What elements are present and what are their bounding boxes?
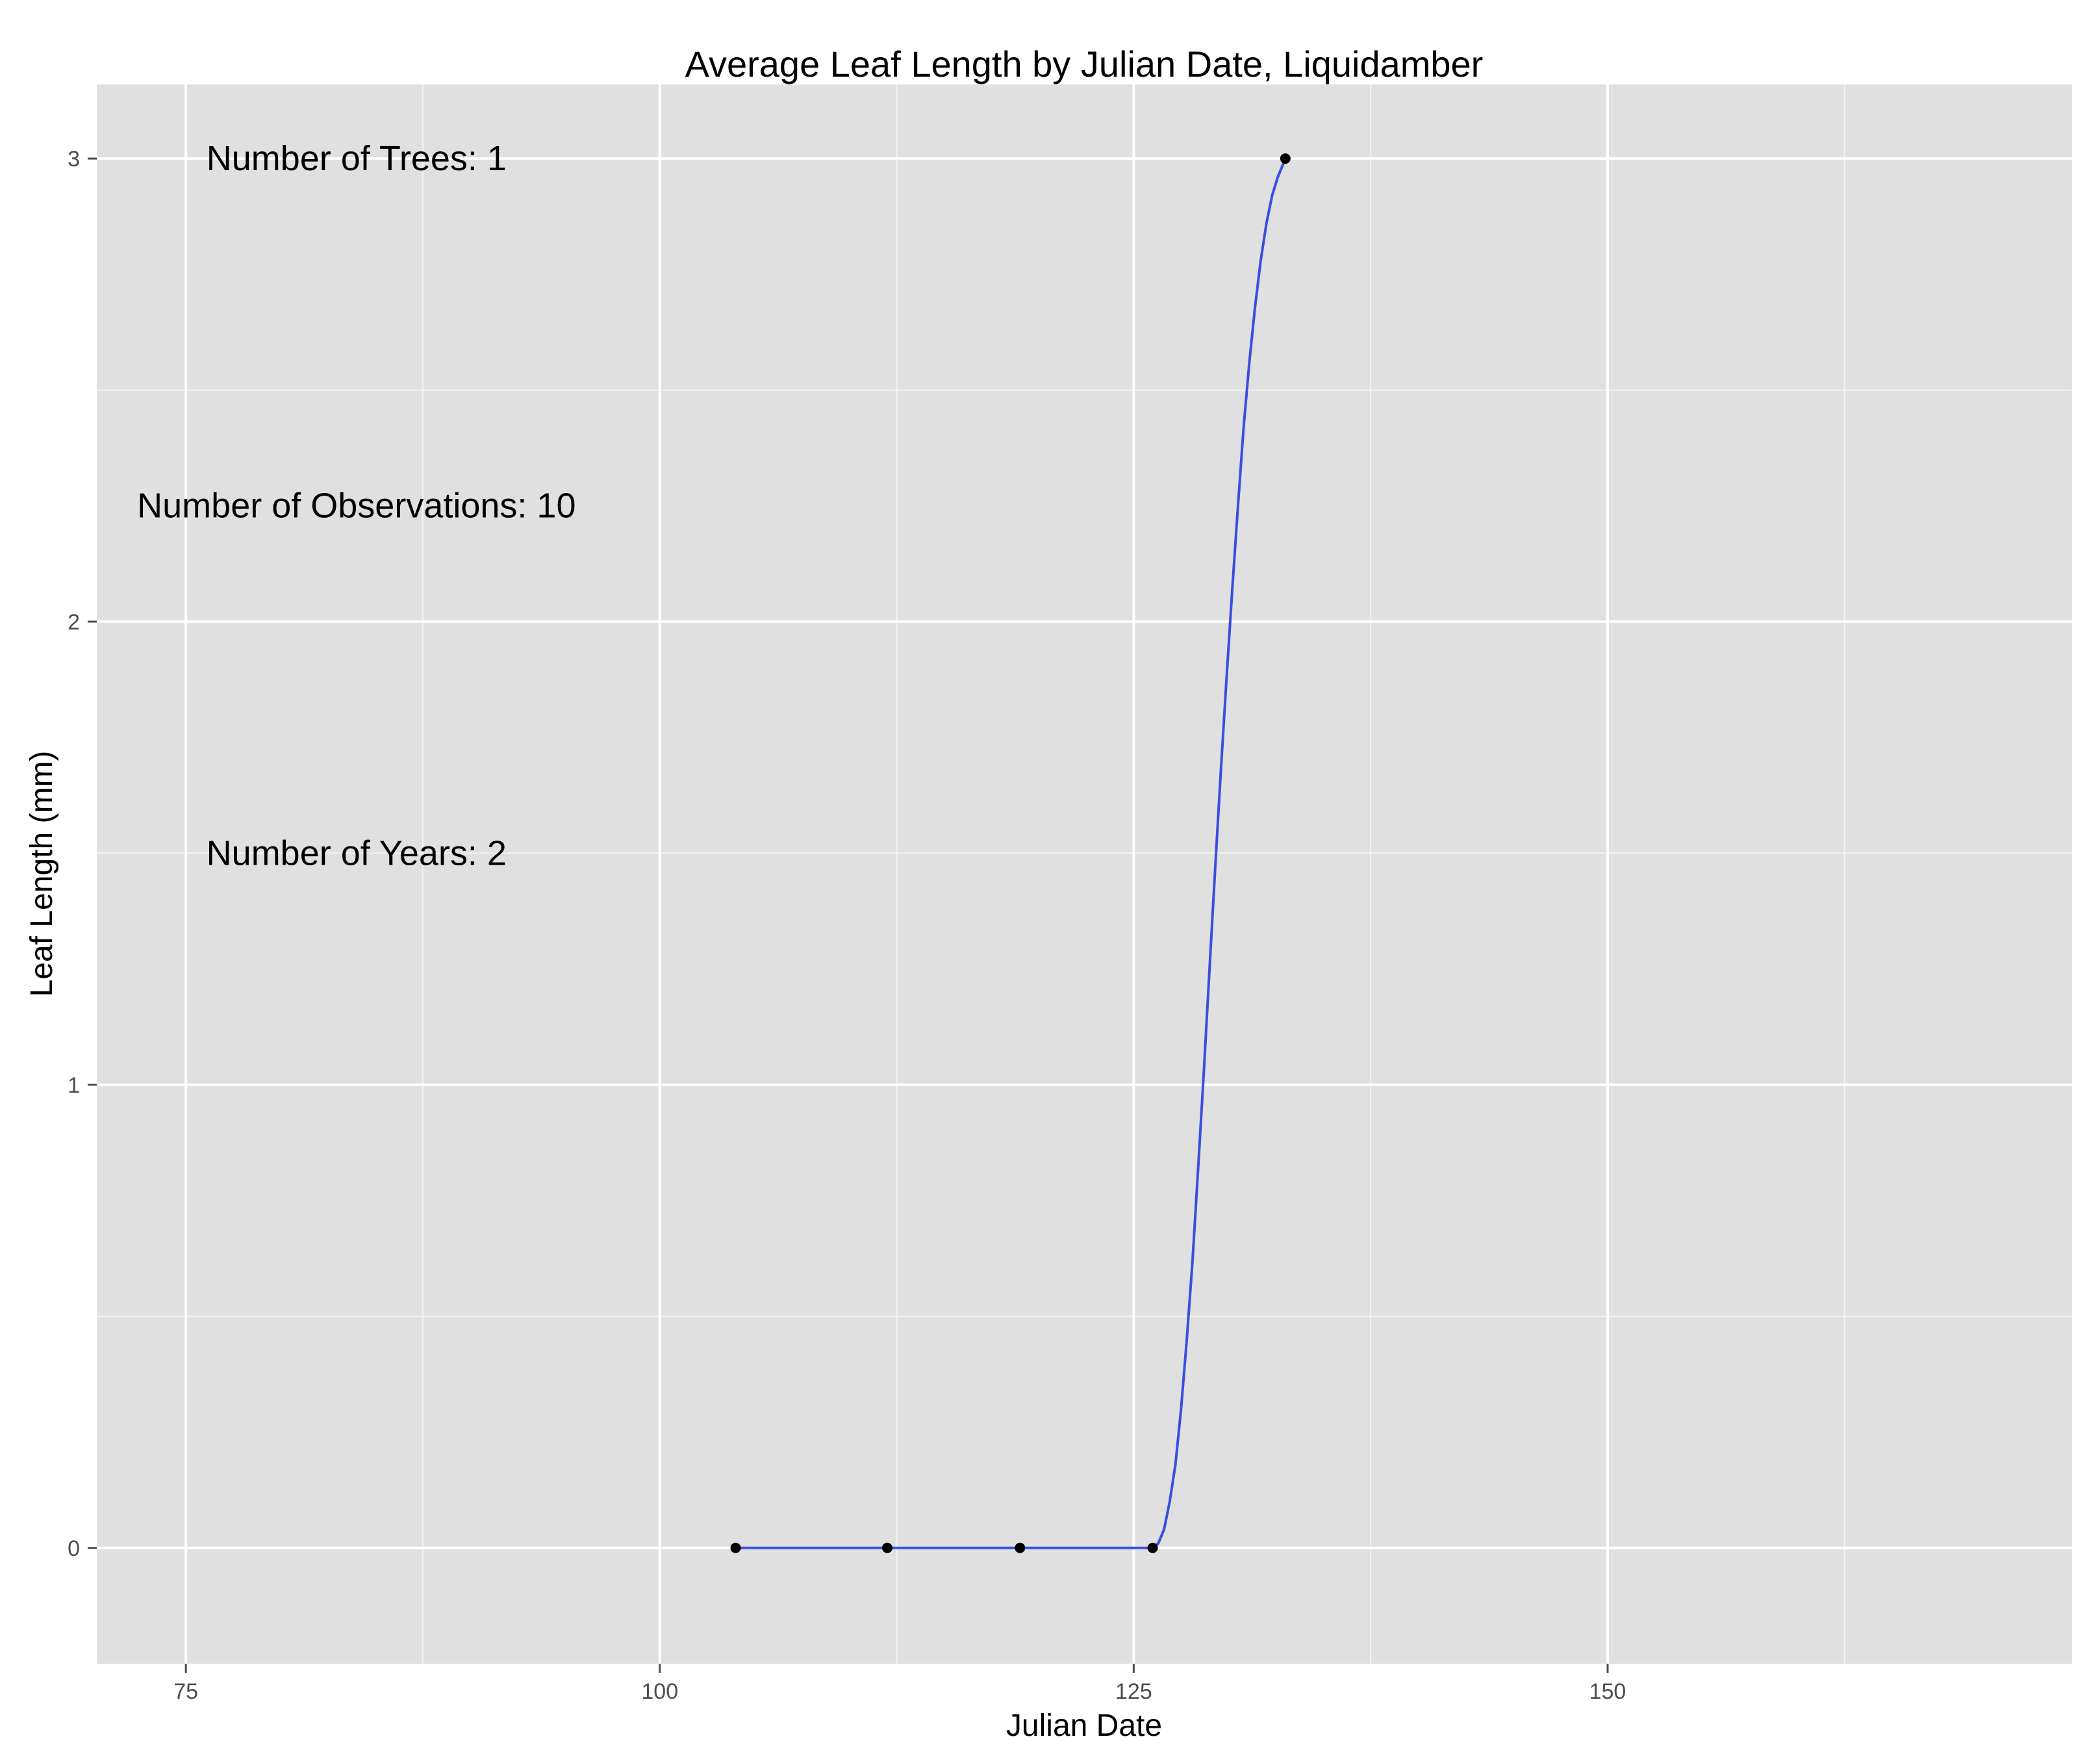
major-grid — [97, 84, 2072, 1664]
annotation-text: Number of Years: 2 — [207, 833, 507, 872]
annotation-text: Number of Observations: 10 — [137, 487, 576, 526]
x-tick-label: 75 — [173, 1679, 198, 1704]
chart-title: Average Leaf Length by Julian Date, Liqu… — [685, 44, 1484, 84]
annotation-text: Number of Trees: 1 — [207, 139, 507, 178]
y-tick-label: 0 — [68, 1536, 80, 1561]
smooth-line — [735, 158, 1287, 1549]
data-point — [1147, 1542, 1158, 1553]
x-tick-label: 100 — [641, 1679, 678, 1704]
annotations-layer: Number of Trees: 1 Number of Observations… — [137, 139, 576, 872]
smooth-curve-layer — [735, 158, 1287, 1549]
x-axis-label: Julian Date — [1006, 1709, 1162, 1743]
data-point — [881, 1542, 892, 1553]
plot-panel — [97, 84, 2072, 1664]
minor-grid — [97, 84, 2072, 1664]
data-point — [730, 1542, 741, 1553]
y-tick-label: 3 — [68, 147, 80, 172]
y-axis-ticks: 0 1 2 3 — [68, 147, 97, 1561]
y-tick-label: 2 — [68, 610, 80, 635]
x-tick-label: 125 — [1115, 1679, 1152, 1704]
data-point — [1280, 153, 1291, 164]
x-tick-label: 150 — [1589, 1679, 1626, 1704]
x-axis-ticks: 75 100 125 150 — [173, 1664, 1626, 1704]
y-tick-label: 1 — [68, 1073, 80, 1098]
data-point — [1015, 1542, 1026, 1553]
data-points-layer — [730, 153, 1291, 1553]
y-axis-label: Leaf Length (mm) — [25, 751, 59, 997]
